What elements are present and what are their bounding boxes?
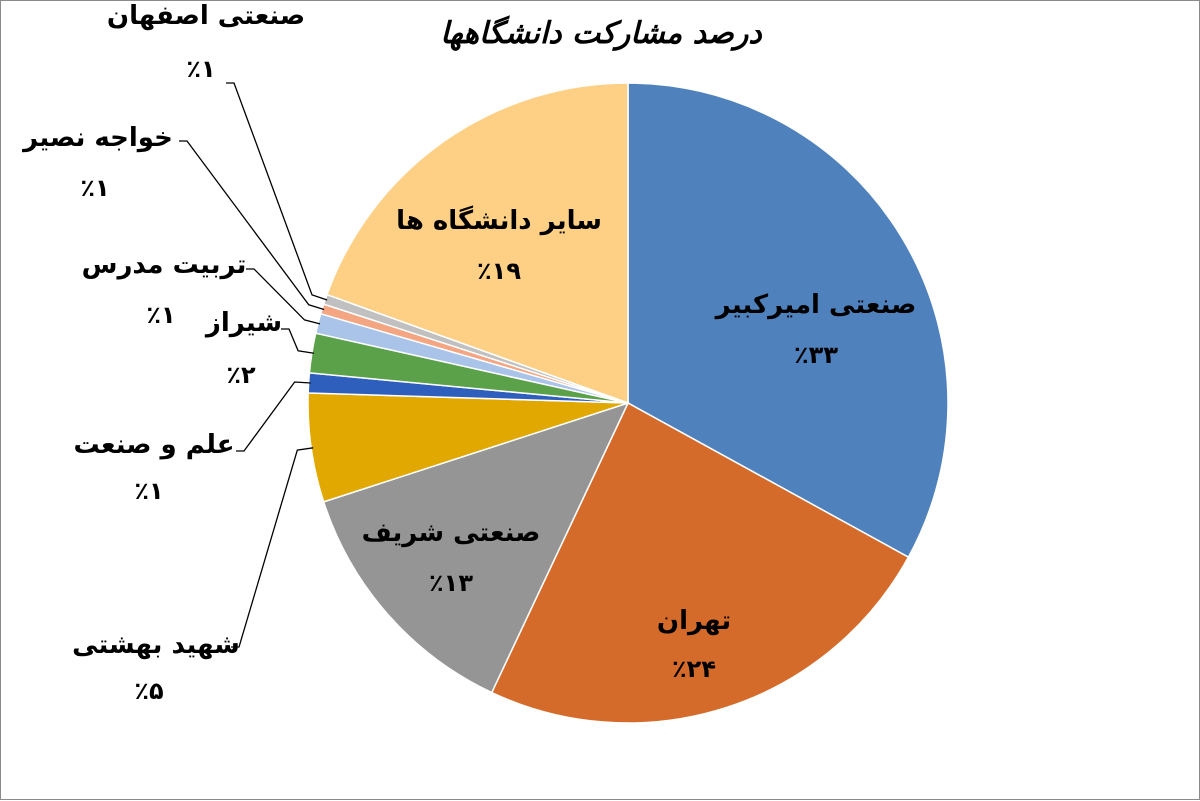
slice-label: صنعتی شریف	[362, 518, 541, 548]
slice-percent: ٪۱	[80, 174, 109, 202]
pie-slices	[307, 82, 949, 724]
pie-slice	[322, 401, 630, 694]
pie-slice	[325, 82, 629, 405]
slice-labels: صنعتی امیرکبیر ٪۳۳ تهران ٪۲۴ صنعتی شریف ٪۱۳ شه…	[21, 1, 916, 705]
pie-slice	[490, 401, 910, 724]
slice-percent: ٪۳۳	[794, 341, 838, 369]
slice-percent: ٪۱	[146, 301, 175, 329]
leader-line	[236, 381, 311, 452]
slice-label: صنعتی اصفهان	[107, 1, 305, 31]
slice-label: شیراز	[204, 308, 282, 338]
slice-percent: ٪۱۹	[477, 257, 521, 285]
slice-percent: ٪۲۴	[672, 655, 716, 683]
slice-label: صنعتی امیرکبیر	[714, 290, 917, 320]
slice-percent: ٪۱۳	[429, 569, 473, 597]
slice-label: شهید بهشتی	[72, 630, 240, 660]
slice-percent: ٪۱	[186, 55, 215, 83]
leader-lines	[179, 82, 328, 648]
slice-percent: ٪۱	[134, 477, 163, 505]
slice-label: تربیت مدرس	[82, 250, 247, 280]
leader-line	[226, 82, 328, 301]
pie-slice	[627, 82, 949, 559]
slice-percent: ٪۵	[134, 677, 163, 705]
leader-line	[231, 447, 314, 648]
slice-percent: ٪۲	[226, 361, 256, 389]
slice-label: خواجه نصیر	[21, 123, 173, 153]
slice-label: تهران	[657, 606, 731, 636]
leader-line	[179, 140, 325, 311]
slice-label: سایر دانشگاه ها	[396, 205, 602, 236]
chart-title: درصد مشارکت دانشگاهها	[440, 15, 762, 51]
slice-label: علم و صنعت	[74, 430, 235, 460]
leader-line	[246, 268, 321, 325]
leader-line	[281, 328, 315, 354]
